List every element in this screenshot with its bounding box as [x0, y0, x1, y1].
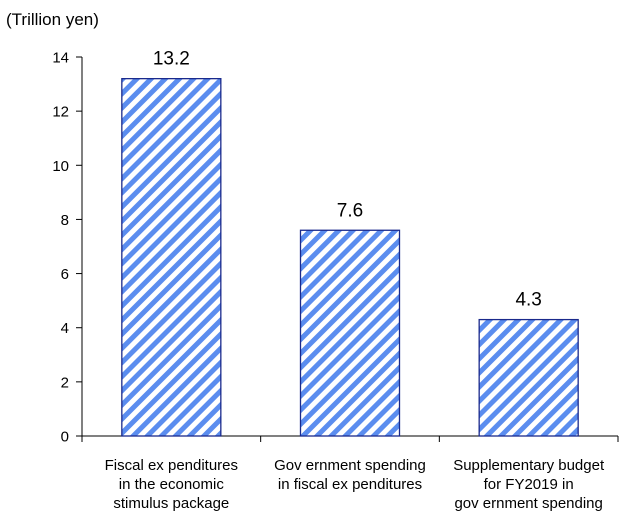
bar	[478, 318, 579, 437]
x-category-label: Fiscal ex penditures in the economic sti…	[104, 457, 239, 512]
bar	[299, 229, 401, 437]
x-category-label: Gov ernment spending in fiscal ex pendit…	[274, 457, 426, 493]
y-tick-label: 12	[52, 104, 69, 121]
y-tick-label: 6	[61, 266, 69, 283]
bar-value-label: 7.6	[337, 200, 363, 221]
y-tick-label: 8	[61, 212, 69, 229]
y-tick-label: 0	[61, 429, 69, 446]
x-category-label: Supplementary budget for FY2019 in gov e…	[453, 457, 605, 512]
y-tick-label: 2	[61, 374, 69, 391]
y-tick-label: 14	[52, 50, 69, 67]
bar	[121, 78, 222, 437]
y-tick-label: 10	[52, 158, 69, 175]
bar-value-label: 4.3	[515, 290, 541, 311]
bar-value-label: 13.2	[153, 49, 190, 70]
y-tick-label: 4	[61, 320, 69, 337]
y-axis-unit-label: (Trillion yen)	[6, 10, 99, 29]
